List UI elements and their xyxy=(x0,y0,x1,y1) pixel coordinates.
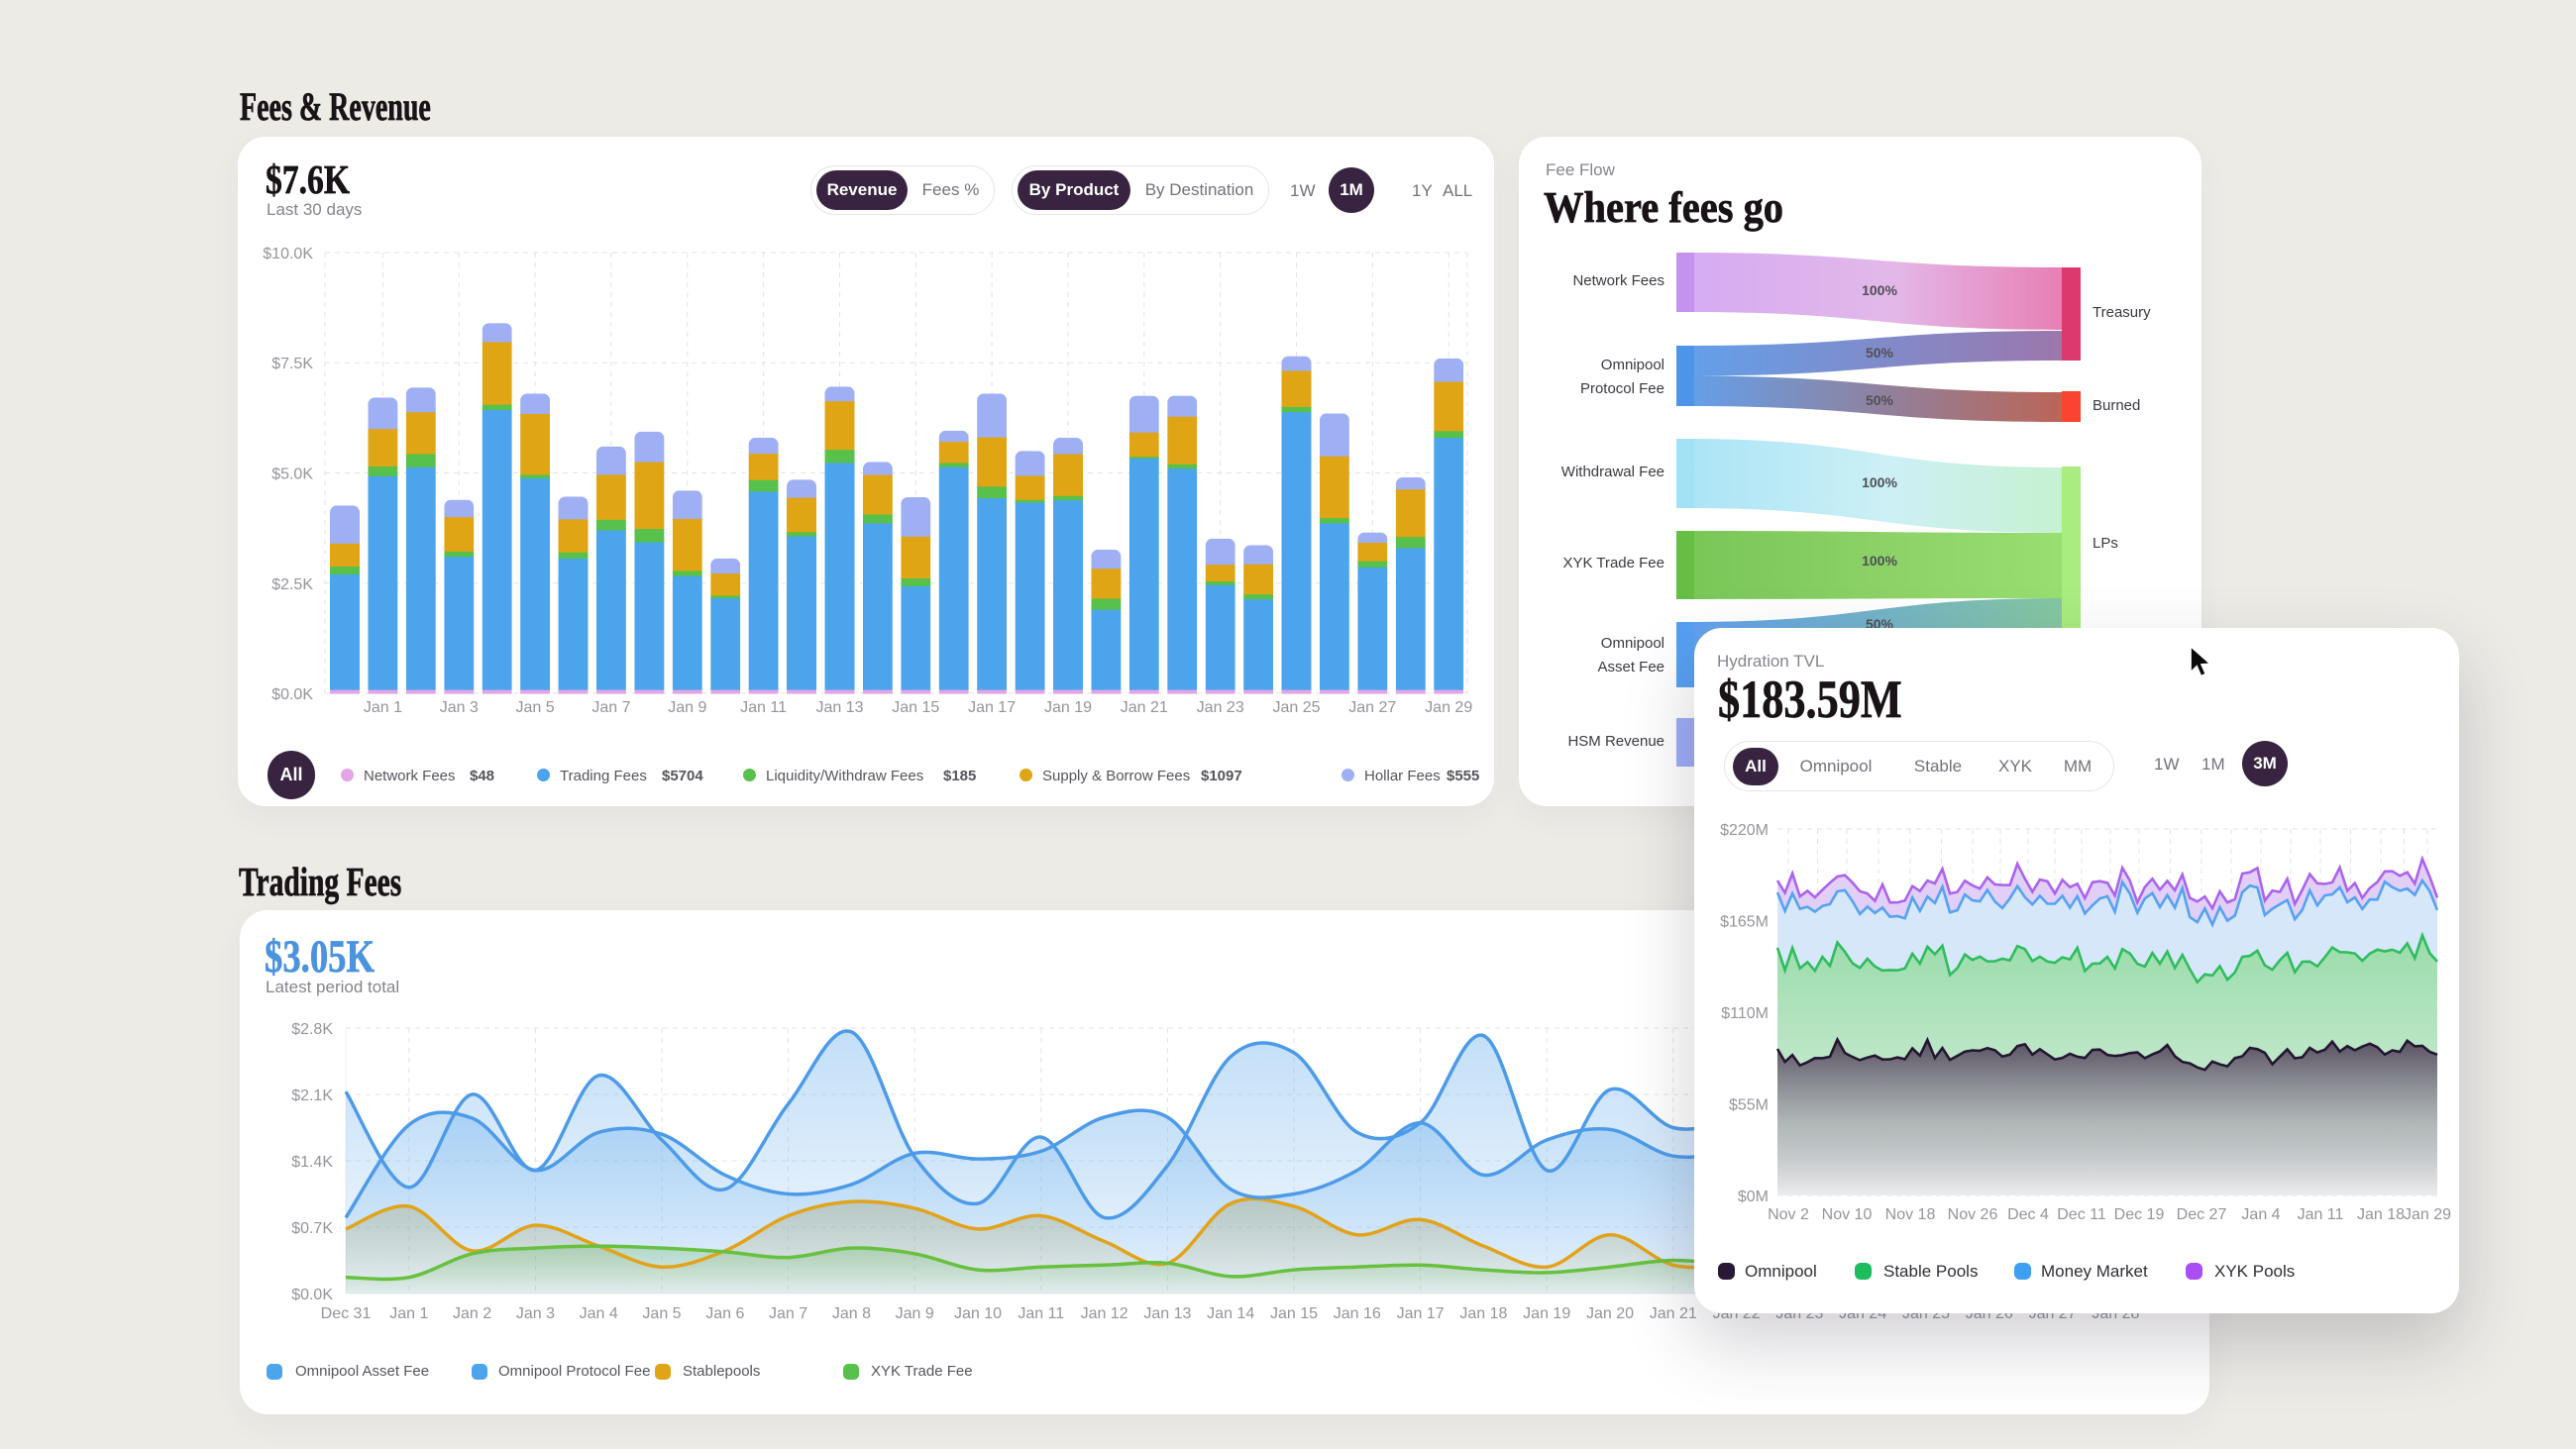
svg-text:Jan 21: Jan 21 xyxy=(1650,1305,1697,1322)
svg-text:Jan 11: Jan 11 xyxy=(740,699,787,716)
svg-text:Jan 16: Jan 16 xyxy=(1334,1305,1381,1322)
svg-text:Jan 25: Jan 25 xyxy=(1272,699,1320,716)
svg-text:$0.0K: $0.0K xyxy=(271,686,313,703)
svg-text:Jan 7: Jan 7 xyxy=(769,1305,807,1322)
svg-text:$1.4K: $1.4K xyxy=(291,1154,333,1171)
svg-text:$0.0K: $0.0K xyxy=(291,1287,333,1303)
svg-text:$2.8K: $2.8K xyxy=(291,1021,333,1038)
svg-text:Jan 19: Jan 19 xyxy=(1523,1305,1570,1322)
svg-text:$10.0K: $10.0K xyxy=(263,246,313,262)
svg-text:$2.1K: $2.1K xyxy=(291,1087,333,1104)
svg-text:$220M: $220M xyxy=(1720,822,1769,839)
svg-text:Jan 29: Jan 29 xyxy=(1425,699,1472,716)
svg-text:Jan 15: Jan 15 xyxy=(892,699,939,716)
svg-text:Jan 13: Jan 13 xyxy=(1143,1305,1191,1322)
svg-text:Jan 19: Jan 19 xyxy=(1044,699,1092,716)
svg-text:Nov 18: Nov 18 xyxy=(1885,1206,1936,1223)
svg-text:100%: 100% xyxy=(1862,553,1897,569)
svg-text:Jan 27: Jan 27 xyxy=(1348,699,1396,716)
svg-text:Jan 9: Jan 9 xyxy=(896,1305,934,1322)
svg-text:$0M: $0M xyxy=(1738,1189,1769,1205)
svg-text:Jan 20: Jan 20 xyxy=(1586,1305,1634,1322)
svg-text:Jan 21: Jan 21 xyxy=(1121,699,1168,716)
svg-text:Jan 1: Jan 1 xyxy=(389,1305,428,1322)
svg-text:Jan 2: Jan 2 xyxy=(453,1305,491,1322)
svg-text:Jan 18: Jan 18 xyxy=(1459,1305,1507,1322)
svg-text:Jan 9: Jan 9 xyxy=(668,699,706,716)
svg-text:Dec 27: Dec 27 xyxy=(2177,1206,2227,1223)
svg-text:Dec 11: Dec 11 xyxy=(2057,1206,2106,1223)
svg-text:$165M: $165M xyxy=(1720,914,1769,931)
svg-text:Jan 4: Jan 4 xyxy=(580,1305,618,1322)
svg-text:Jan 8: Jan 8 xyxy=(832,1305,871,1322)
svg-text:50%: 50% xyxy=(1866,345,1894,361)
svg-text:Nov 26: Nov 26 xyxy=(1948,1206,1998,1223)
svg-text:$0.7K: $0.7K xyxy=(291,1220,333,1237)
svg-text:Jan 11: Jan 11 xyxy=(2298,1206,2344,1223)
svg-text:Dec 19: Dec 19 xyxy=(2114,1206,2165,1223)
svg-text:Jan 1: Jan 1 xyxy=(364,699,402,716)
svg-text:$7.5K: $7.5K xyxy=(271,356,313,372)
svg-text:100%: 100% xyxy=(1862,474,1897,490)
svg-text:$2.5K: $2.5K xyxy=(271,576,313,593)
svg-text:Jan 11: Jan 11 xyxy=(1018,1305,1064,1322)
svg-text:$5.0K: $5.0K xyxy=(271,466,313,483)
svg-text:Jan 6: Jan 6 xyxy=(705,1305,744,1322)
svg-text:Jan 14: Jan 14 xyxy=(1207,1305,1254,1322)
svg-text:Jan 17: Jan 17 xyxy=(1397,1305,1445,1322)
svg-text:$55M: $55M xyxy=(1729,1097,1769,1114)
svg-text:Jan 5: Jan 5 xyxy=(642,1305,681,1322)
svg-text:Jan 29: Jan 29 xyxy=(2404,1206,2451,1223)
svg-text:Dec 31: Dec 31 xyxy=(321,1305,372,1322)
svg-text:50%: 50% xyxy=(1866,392,1894,408)
svg-text:Jan 10: Jan 10 xyxy=(954,1305,1002,1322)
svg-text:Nov 10: Nov 10 xyxy=(1822,1206,1873,1223)
svg-text:Jan 15: Jan 15 xyxy=(1270,1305,1318,1322)
svg-text:Jan 3: Jan 3 xyxy=(516,1305,555,1322)
svg-text:Jan 23: Jan 23 xyxy=(1197,699,1244,716)
svg-text:Jan 17: Jan 17 xyxy=(968,699,1016,716)
svg-text:Jan 7: Jan 7 xyxy=(591,699,630,716)
svg-text:Jan 4: Jan 4 xyxy=(2241,1206,2280,1223)
svg-text:Nov 2: Nov 2 xyxy=(1768,1206,1809,1223)
svg-text:Jan 13: Jan 13 xyxy=(815,699,863,716)
svg-text:$110M: $110M xyxy=(1721,1005,1769,1022)
svg-text:Jan 5: Jan 5 xyxy=(516,699,555,716)
svg-text:Jan 3: Jan 3 xyxy=(440,699,479,716)
svg-text:100%: 100% xyxy=(1862,282,1897,298)
svg-text:Jan 12: Jan 12 xyxy=(1081,1305,1128,1322)
svg-text:Dec 4: Dec 4 xyxy=(2007,1206,2049,1223)
svg-text:Jan 18: Jan 18 xyxy=(2357,1206,2405,1223)
